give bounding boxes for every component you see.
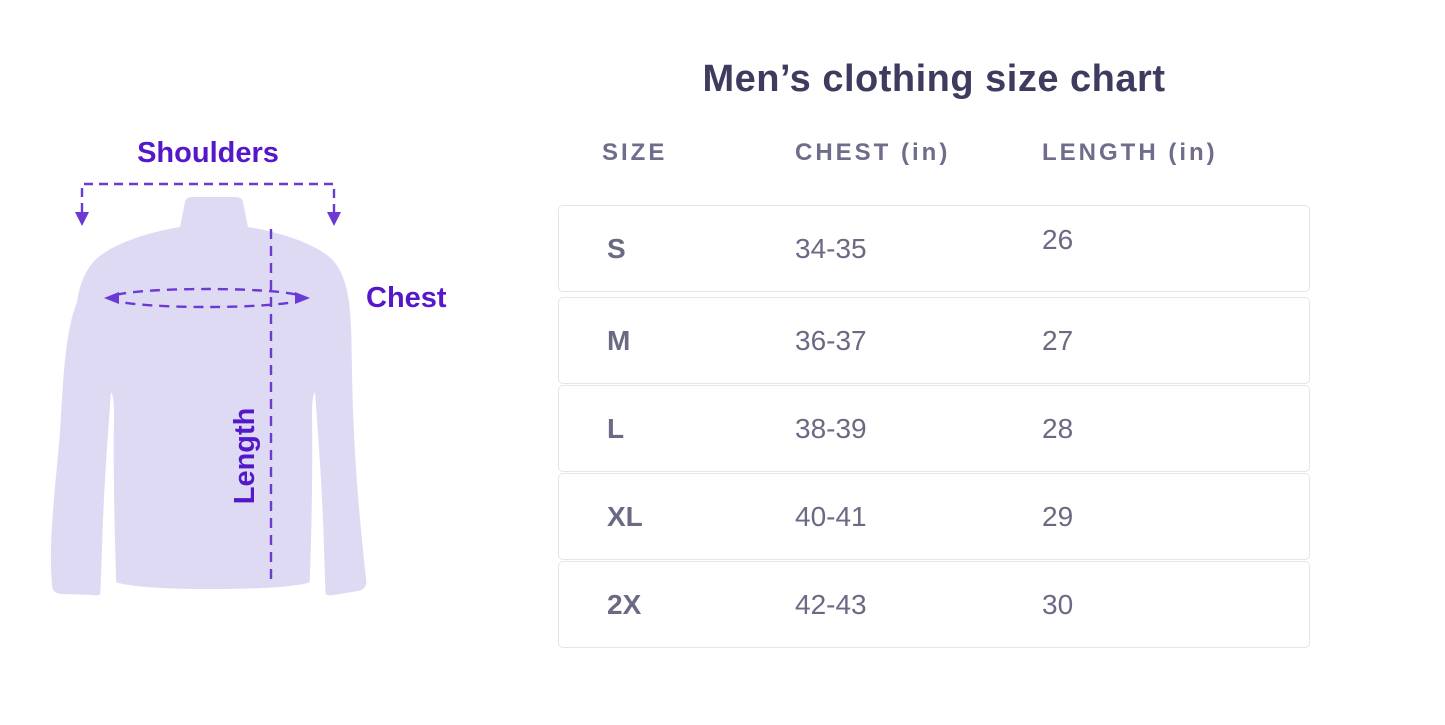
length-value: 28 <box>1042 412 1074 444</box>
left-sleeve-crease <box>100 392 117 600</box>
length-label: Length <box>229 407 262 505</box>
size-value: M <box>607 324 631 356</box>
chest-value: 40-41 <box>795 500 867 532</box>
size-value: 2X <box>607 588 642 620</box>
length-value: 26 <box>1042 223 1074 255</box>
table-header-row: SIZE CHEST (in) LENGTH (in) <box>558 139 1310 167</box>
column-header-size: SIZE <box>602 139 668 166</box>
column-header-length: LENGTH (in) <box>1042 139 1218 166</box>
shirt-illustration <box>50 182 367 600</box>
chest-value: 42-43 <box>795 588 867 620</box>
size-value: L <box>607 412 625 444</box>
chest-value: 36-37 <box>795 324 867 356</box>
size-value: S <box>607 232 626 264</box>
size-value: XL <box>607 500 643 532</box>
column-header-chest: CHEST (in) <box>795 139 951 166</box>
shoulders-arrow-right-icon <box>327 212 341 226</box>
chest-value: 34-35 <box>795 232 867 264</box>
length-value: 29 <box>1042 500 1074 532</box>
right-sleeve-crease <box>309 392 326 600</box>
shoulders-measure-line <box>80 182 336 212</box>
length-value: 30 <box>1042 588 1074 620</box>
chest-arrow-right-icon <box>295 292 310 304</box>
table-row: S 34-35 26 <box>558 205 1310 292</box>
size-table: S 34-35 26 M 36-37 27 L 38-39 28 XL 40-4… <box>558 205 1310 649</box>
chest-label: Chest <box>366 282 447 314</box>
shirt-body <box>50 197 367 596</box>
table-row: M 36-37 27 <box>558 297 1310 384</box>
table-row: 2X 42-43 30 <box>558 561 1310 648</box>
page-title: Men’s clothing size chart <box>702 58 1166 100</box>
chest-value: 38-39 <box>795 412 867 444</box>
shoulders-label: Shoulders <box>137 137 279 169</box>
shoulders-arrow-left-icon <box>75 212 89 226</box>
length-value: 27 <box>1042 324 1074 356</box>
table-row: L 38-39 28 <box>558 385 1310 472</box>
table-row: XL 40-41 29 <box>558 473 1310 560</box>
chest-arrow-left-icon <box>104 292 119 304</box>
